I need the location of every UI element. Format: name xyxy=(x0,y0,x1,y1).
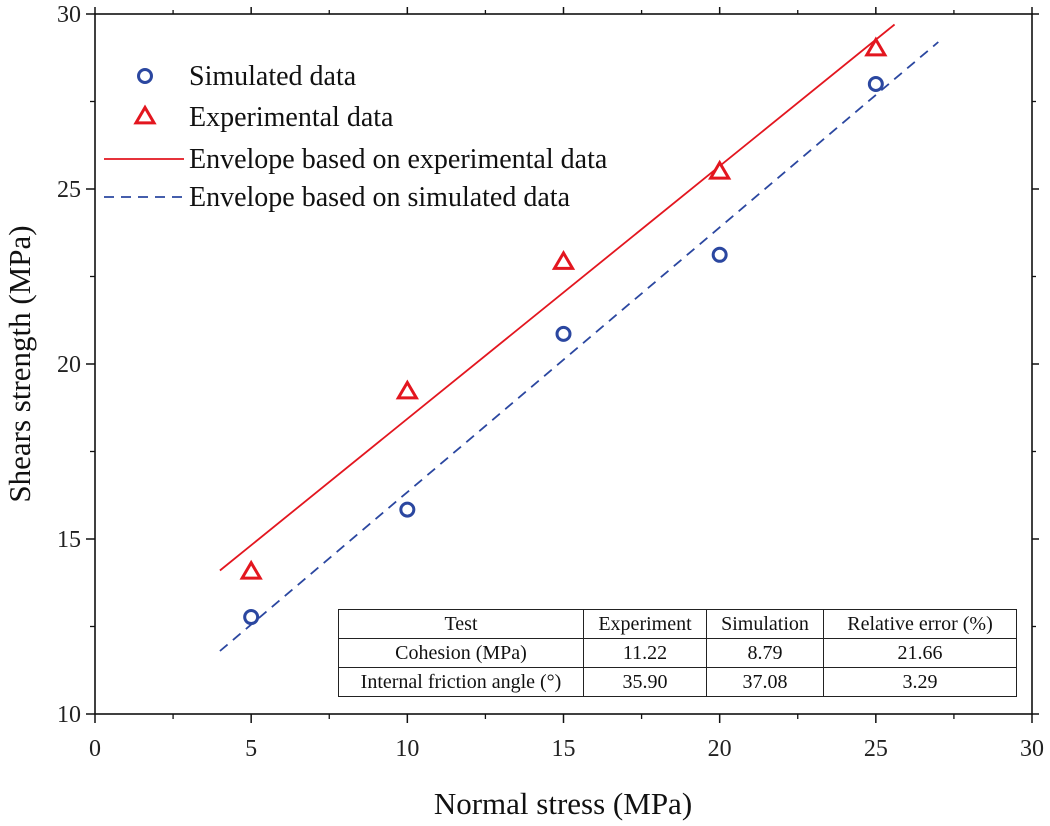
table-cell: 3.29 xyxy=(823,667,1017,697)
y-tick-label: 20 xyxy=(57,352,81,378)
table-cell: Internal friction angle (°) xyxy=(338,667,584,697)
x-tick-label: 25 xyxy=(864,736,888,762)
simulated-envelope-line xyxy=(219,41,939,652)
table-row: Internal friction angle (°) 35.90 37.08 … xyxy=(338,667,1017,697)
legend-label: Envelope based on simulated data xyxy=(189,182,571,213)
legend: Simulated data Experimental data Envelope … xyxy=(104,61,608,213)
x-tick-label: 0 xyxy=(89,736,101,762)
table-cell: 35.90 xyxy=(583,667,707,697)
y-tick-label: 30 xyxy=(57,2,81,28)
x-tick-label: 20 xyxy=(708,736,732,762)
y-tick-label: 10 xyxy=(57,702,81,728)
table-header-cell: Simulation xyxy=(706,609,824,639)
x-tick-label: 30 xyxy=(1020,736,1044,762)
table-cell: 37.08 xyxy=(706,667,824,697)
table-header-cell: Relative error (%) xyxy=(823,609,1017,639)
x-tick-label: 10 xyxy=(395,736,419,762)
simulated-point xyxy=(555,325,572,342)
simulated-point xyxy=(399,501,416,518)
experimental-point xyxy=(708,159,732,180)
stats-table: Test Experiment Simulation Relative erro… xyxy=(338,609,1017,697)
experimental-point xyxy=(239,559,263,580)
x-tick-label: 15 xyxy=(552,736,576,762)
table-row: Cohesion (MPa) 11.22 8.79 21.66 xyxy=(338,638,1017,668)
legend-label: Experimental data xyxy=(189,102,394,133)
legend-label: Simulated data xyxy=(189,61,357,92)
legend-triangle-marker xyxy=(133,104,157,125)
y-tick-label: 25 xyxy=(57,177,81,203)
table-cell: 11.22 xyxy=(583,638,707,668)
y-tick-label: 15 xyxy=(57,527,81,553)
legend-circle-marker xyxy=(137,68,153,84)
experimental-point xyxy=(551,250,576,270)
x-tick-label: 5 xyxy=(245,736,257,762)
experimental-envelope-line xyxy=(219,23,896,572)
table-cell: 21.66 xyxy=(823,638,1017,668)
table-header-cell: Experiment xyxy=(583,609,707,639)
y-axis-title: Shears strength (MPa) xyxy=(2,225,37,502)
x-axis-title: Normal stress (MPa) xyxy=(434,786,692,821)
legend-label: Envelope based on experimental data xyxy=(189,144,608,175)
simulated-point xyxy=(711,246,728,263)
simulated-point xyxy=(243,609,260,626)
table-header-row: Test Experiment Simulation Relative erro… xyxy=(338,609,1017,639)
simulated-point xyxy=(867,76,884,92)
table-header-cell: Test xyxy=(338,609,584,639)
experimental-point xyxy=(864,36,888,57)
experimental-point xyxy=(395,379,419,400)
table-cell: Cohesion (MPa) xyxy=(338,638,584,668)
table-cell: 8.79 xyxy=(706,638,824,668)
